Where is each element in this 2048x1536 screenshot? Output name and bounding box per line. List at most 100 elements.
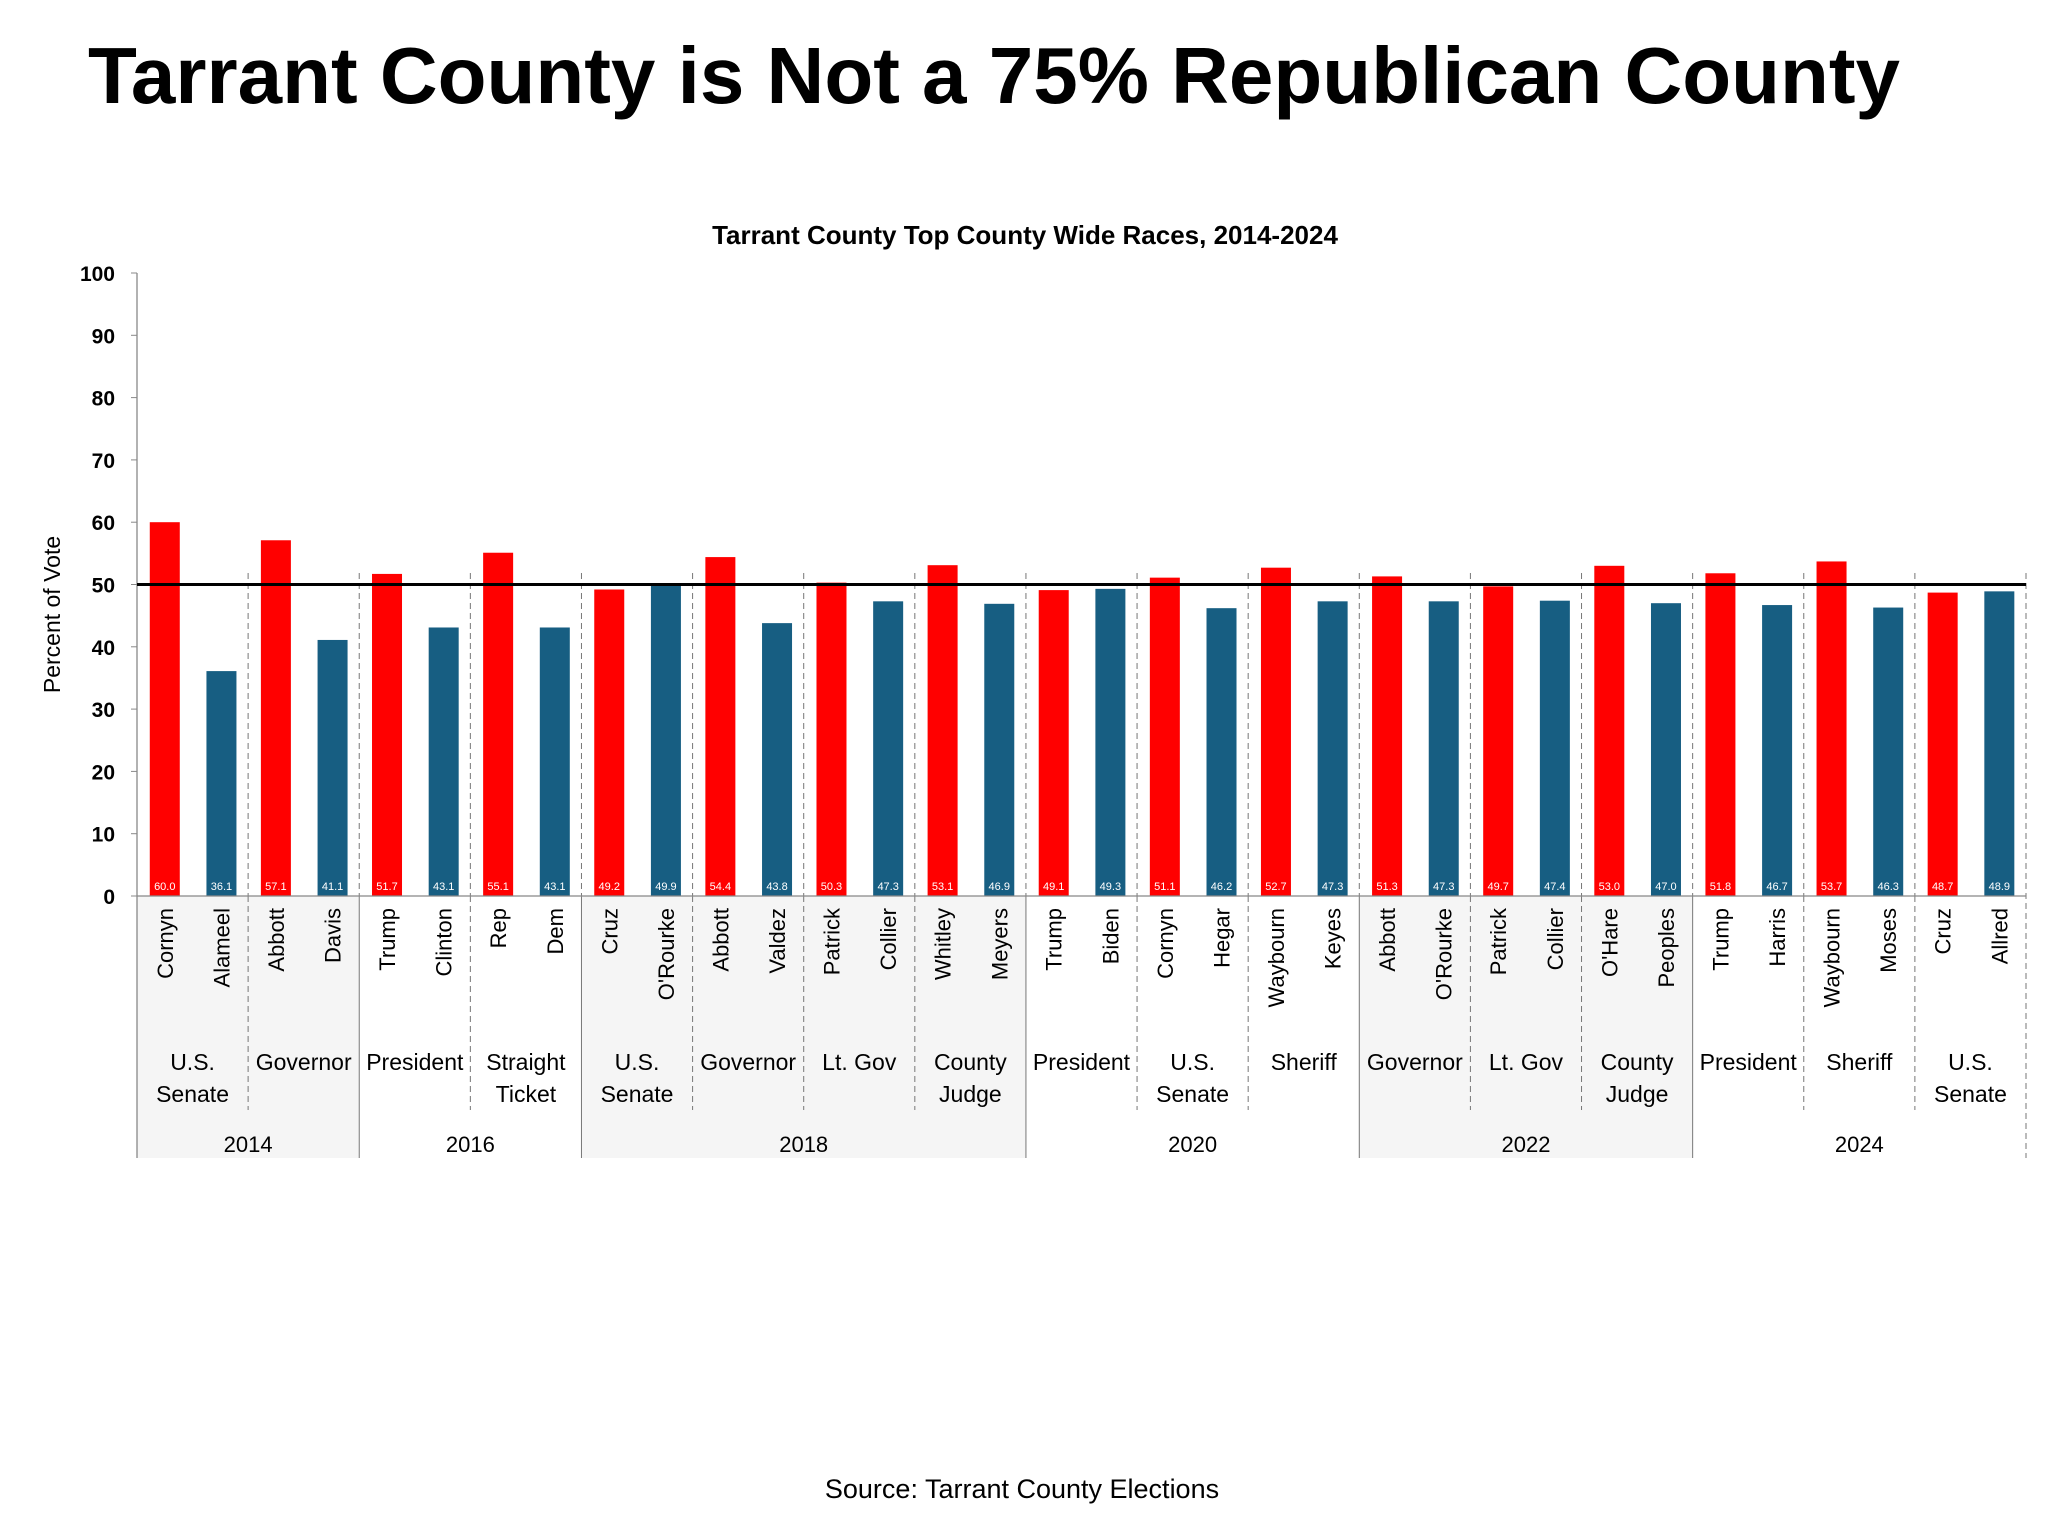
race-label: County <box>1601 1049 1674 1075</box>
bar-value-label: 53.0 <box>1599 881 1620 893</box>
bar-collier <box>1539 600 1570 896</box>
candidate-label: Waybourn <box>1264 908 1289 1007</box>
bar-value-label: 46.7 <box>1766 881 1787 893</box>
year-label: 2016 <box>446 1132 495 1157</box>
bar-value-label: 54.4 <box>710 881 731 893</box>
race-label: U.S. <box>1170 1049 1215 1075</box>
candidate-label: Waybourn <box>1820 908 1845 1007</box>
year-label: 2022 <box>1501 1132 1550 1157</box>
bar-allred <box>1984 591 2015 896</box>
bar-peoples <box>1650 603 1681 896</box>
race-label: President <box>1033 1049 1131 1075</box>
candidate-label: Rep <box>486 908 511 948</box>
bar-value-label: 48.7 <box>1932 881 1953 893</box>
bar-value-label: 47.3 <box>1433 881 1454 893</box>
bar-value-label: 49.2 <box>599 881 620 893</box>
candidate-label: Peoples <box>1654 908 1679 988</box>
bar-value-label: 55.1 <box>487 881 508 893</box>
bar-value-label: 51.3 <box>1376 881 1397 893</box>
y-tick-label: 0 <box>103 886 115 909</box>
candidate-label: Dem <box>543 908 568 954</box>
candidate-label: Collier <box>1543 908 1568 970</box>
bar-alameel <box>206 671 237 896</box>
bar-value-label: 46.2 <box>1211 881 1232 893</box>
candidate-label: Abbott <box>264 908 289 972</box>
chart-title: Tarrant County Top County Wide Races, 20… <box>712 220 1338 250</box>
bar-collier <box>873 601 904 896</box>
candidate-label: Hegar <box>1210 908 1235 968</box>
bar-moses <box>1873 607 1904 896</box>
race-label: U.S. <box>170 1049 215 1075</box>
race-label: Lt. Gov <box>1489 1049 1564 1075</box>
y-axis-title: Percent of Vote <box>39 536 65 693</box>
race-label: County <box>934 1049 1007 1075</box>
bar-ohare <box>1594 565 1625 896</box>
candidate-label: Valdez <box>765 908 790 974</box>
candidate-label: Cruz <box>1931 908 1956 954</box>
bar-value-label: 36.1 <box>211 881 232 893</box>
bar-harris <box>1762 605 1793 896</box>
year-label: 2018 <box>779 1132 828 1157</box>
bar-cruz <box>594 589 625 896</box>
year-label: 2024 <box>1835 1132 1884 1157</box>
race-label: President <box>366 1049 464 1075</box>
race-label: Governor <box>256 1049 352 1075</box>
y-tick-label: 80 <box>92 388 115 411</box>
bar-value-label: 49.1 <box>1043 881 1064 893</box>
candidate-label: Patrick <box>1486 907 1511 975</box>
race-label: Governor <box>1367 1049 1463 1075</box>
y-tick-label: 30 <box>92 699 115 722</box>
bar-value-label: 46.9 <box>989 881 1010 893</box>
bar-value-label: 48.9 <box>1989 881 2010 893</box>
bar-abbott <box>705 557 736 896</box>
bar-whitley <box>927 565 958 896</box>
y-tick-label: 60 <box>92 512 115 535</box>
candidate-label: Patrick <box>819 907 844 975</box>
bar-clinton <box>428 627 459 896</box>
bar-value-label: 49.9 <box>655 881 676 893</box>
race-label: Senate <box>1934 1081 2007 1107</box>
bar-value-label: 47.3 <box>877 881 898 893</box>
race-label: Governor <box>700 1049 796 1075</box>
bar-patrick <box>816 582 847 896</box>
race-label: U.S. <box>1948 1049 1993 1075</box>
candidate-label: Moses <box>1876 908 1901 973</box>
y-tick-label: 50 <box>92 575 115 598</box>
y-tick-label: 70 <box>92 450 115 473</box>
bar-biden <box>1095 588 1126 896</box>
y-tick-label: 20 <box>92 761 115 784</box>
bar-dem <box>539 627 570 896</box>
candidate-label: Clinton <box>432 908 457 976</box>
bar-davis <box>317 639 348 896</box>
bar-value-label: 43.1 <box>433 881 454 893</box>
bar-rep <box>483 552 514 896</box>
bar-value-label: 47.0 <box>1655 881 1676 893</box>
race-label: Straight <box>486 1049 566 1075</box>
bar-value-label: 57.1 <box>265 881 286 893</box>
bar-trump <box>1038 590 1069 896</box>
bar-abbott <box>260 540 291 896</box>
page-title: Tarrant County is Not a 75% Republican C… <box>87 31 1901 120</box>
race-label: Judge <box>1606 1081 1669 1107</box>
candidate-label: Cornyn <box>1153 908 1178 979</box>
bar-trump <box>1705 573 1736 896</box>
candidate-label: Trump <box>1708 908 1733 971</box>
bar-patrick <box>1483 586 1514 896</box>
candidate-label: Trump <box>375 908 400 971</box>
year-label: 2014 <box>224 1132 273 1157</box>
bar-value-label: 47.3 <box>1322 881 1343 893</box>
bar-value-label: 43.8 <box>766 881 787 893</box>
source-note: Source: Tarrant County Elections <box>824 1474 1220 1504</box>
candidate-label: Keyes <box>1321 908 1346 969</box>
bar-value-label: 53.1 <box>932 881 953 893</box>
bar-value-label: 52.7 <box>1265 881 1286 893</box>
y-tick-label: 90 <box>92 325 115 348</box>
candidate-label: O'Hare <box>1597 908 1622 977</box>
bar-value-label: 60.0 <box>154 881 175 893</box>
bar-valdez <box>762 623 793 896</box>
candidate-label: O'Rourke <box>1432 908 1457 1000</box>
bar-trump <box>372 573 403 896</box>
y-tick-label: 40 <box>92 637 115 660</box>
bar-orourke <box>650 585 681 896</box>
